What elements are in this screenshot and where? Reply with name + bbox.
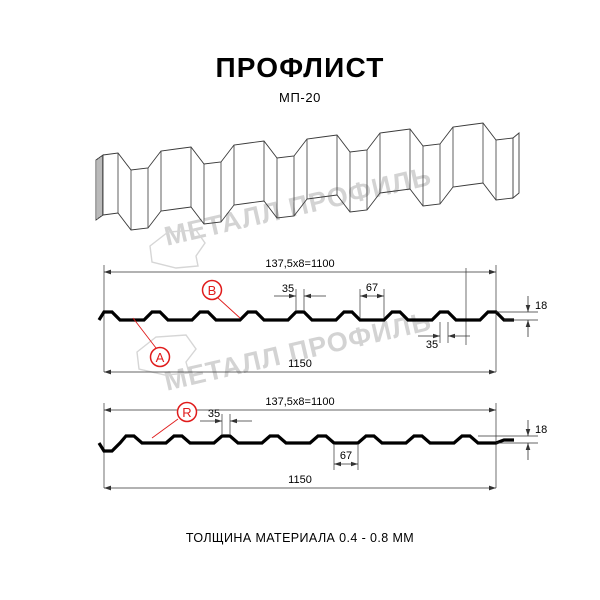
- callout-label: R: [182, 405, 191, 420]
- profile-cross-section: [97, 310, 514, 322]
- callout-circle: [201, 279, 223, 301]
- section-top: 137,5x8=1100 35 67: [97, 258, 547, 375]
- watermark-logo-icon: [136, 334, 197, 376]
- dimension-value-height: 18: [535, 424, 547, 436]
- callout-circle: [149, 346, 171, 368]
- callout-label: A: [156, 350, 165, 365]
- dimension-overall-width: 1150: [104, 474, 496, 491]
- dimension-valley-bottom: 67: [333, 445, 359, 470]
- dimension-rib-top: 35: [200, 408, 252, 434]
- dimension-value-rib-top: 35: [208, 408, 220, 420]
- section-bottom: 137,5x8=1100 35 67: [97, 396, 547, 491]
- profile-cross-section: [97, 434, 514, 453]
- dimension-rib-top: 35: [274, 283, 326, 310]
- callout-a: A: [132, 317, 171, 368]
- callout-label: B: [208, 283, 217, 298]
- dimension-valley-top: 67: [359, 282, 385, 318]
- dimension-value-overall-width: 1150: [288, 358, 312, 370]
- isometric-profile-view: [95, 122, 520, 231]
- watermark-isometric: МЕТАЛЛ ПРОФИЛЬ: [149, 161, 435, 269]
- page-title: ПРОФЛИСТ: [215, 52, 385, 83]
- callout-b: B: [201, 279, 241, 319]
- dimension-value-valley: 67: [340, 450, 352, 462]
- callout-circle: [176, 401, 198, 423]
- dimension-pitch-top: 137,5x8=1100: [104, 396, 496, 413]
- dimension-pitch-top: 137,5x8=1100: [104, 258, 496, 275]
- dimension-rib-bottom: 35: [418, 322, 470, 351]
- dimension-value-rib-bottom: 35: [426, 339, 438, 351]
- dimension-value-pitch: 137,5x8=1100: [265, 258, 334, 270]
- watermark-text: МЕТАЛЛ ПРОФИЛЬ: [161, 306, 434, 397]
- material-thickness-note: ТОЛЩИНА МАТЕРИАЛА 0.4 - 0.8 ММ: [185, 531, 415, 545]
- extension-lines: [103, 403, 497, 488]
- dimension-value-valley: 67: [366, 282, 378, 294]
- dimension-height: 18: [496, 296, 547, 337]
- dimension-height: 18: [478, 420, 547, 460]
- extension-lines: [103, 265, 497, 372]
- dimension-overall-width: 1150: [104, 358, 496, 375]
- dimension-value-overall-width: 1150: [288, 474, 312, 486]
- watermark-logo-icon: [149, 229, 206, 269]
- watermark-text: МЕТАЛЛ ПРОФИЛЬ: [161, 161, 434, 252]
- dimension-value-height: 18: [535, 300, 547, 312]
- product-code: МП-20: [279, 90, 321, 105]
- callout-r: R: [151, 401, 198, 439]
- dimension-value-rib-top: 35: [282, 283, 294, 295]
- dimension-value-pitch: 137,5x8=1100: [265, 396, 334, 408]
